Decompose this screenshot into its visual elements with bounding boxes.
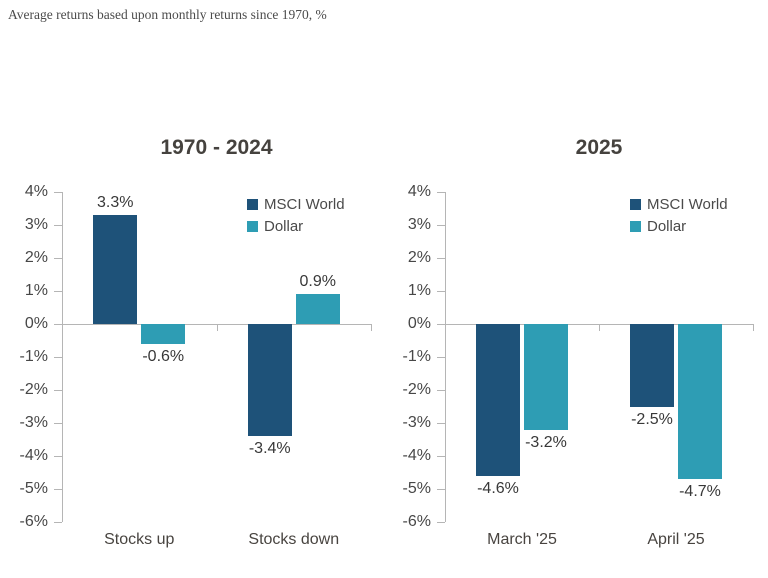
y-axis-tick <box>54 291 62 292</box>
y-axis-tick <box>54 390 62 391</box>
y-tick-label: 0% <box>24 315 48 332</box>
bar-msci-world-april-25 <box>630 324 674 407</box>
value-label-msci-world-stocks-down: -3.4% <box>248 440 291 458</box>
y-tick-label: 1% <box>407 282 431 299</box>
value-label-dollar-stocks-down: 0.9% <box>299 273 336 291</box>
y-tick-label: -4% <box>402 447 431 464</box>
legend-label-msci-world: MSCI World <box>264 196 345 213</box>
value-label-dollar-april-25: -4.7% <box>679 483 721 501</box>
y-tick-label: 2% <box>407 249 431 266</box>
y-axis-line <box>445 192 446 522</box>
y-axis-tick <box>437 423 445 424</box>
legend-label-dollar: Dollar <box>264 218 304 235</box>
value-label-dollar-stocks-up: -0.6% <box>142 347 185 365</box>
bar-dollar-stocks-up <box>141 324 186 344</box>
legend-swatch-msci-world <box>247 199 258 210</box>
legend-label-msci-world: MSCI World <box>647 196 728 213</box>
category-label-stocks-up: Stocks up <box>104 531 175 548</box>
y-axis-tick <box>54 456 62 457</box>
y-tick-label: -2% <box>19 381 48 398</box>
legend-swatch-msci-world <box>630 199 641 210</box>
y-axis-tick <box>54 522 62 523</box>
y-tick-label: 3% <box>407 216 431 233</box>
chart-title: 2025 <box>575 136 623 159</box>
value-label-msci-world-stocks-up: 3.3% <box>97 194 134 212</box>
legend-swatch-dollar <box>247 221 258 232</box>
y-axis-tick <box>54 192 62 193</box>
y-axis-tick <box>437 357 445 358</box>
y-axis-tick <box>437 291 445 292</box>
x-axis-tick <box>753 324 754 331</box>
chart-title: 1970 - 2024 <box>160 136 273 159</box>
x-axis-tick <box>371 324 372 331</box>
y-axis-tick <box>437 522 445 523</box>
chart-1970-2024: 1970 - 2024 4% 3% 2% 1% 0% -1% -2% -3% -4% -5% -6% 3… <box>19 136 372 548</box>
bar-dollar-april-25 <box>678 324 722 480</box>
y-tick-label: -5% <box>19 480 48 497</box>
y-tick-label: -1% <box>402 348 431 365</box>
bar-dollar-stocks-down <box>295 294 340 324</box>
bar-msci-world-stocks-down <box>247 324 292 437</box>
y-axis-tick <box>437 258 445 259</box>
y-axis-tick <box>437 225 445 226</box>
y-tick-label: -2% <box>402 381 431 398</box>
y-axis-tick <box>54 225 62 226</box>
y-axis-tick <box>54 423 62 424</box>
y-tick-label: -3% <box>402 414 431 431</box>
category-label-march-25: March '25 <box>487 531 557 548</box>
chart-2025: 2025 4% 3% 2% 1% 0% -1% -2% -3% -4% -5% -6% -4.6% -3.… <box>392 0 768 578</box>
bar-dollar-march-25 <box>524 324 568 430</box>
bar-msci-world-stocks-up <box>93 215 138 324</box>
x-axis-tick <box>216 324 218 331</box>
y-axis-tick <box>437 192 445 193</box>
y-axis-tick <box>437 390 445 391</box>
value-label-msci-world-march-25: -4.6% <box>477 479 519 497</box>
y-axis-tick <box>54 258 62 259</box>
y-axis-tick <box>54 489 62 490</box>
y-axis-tick <box>437 324 445 325</box>
y-axis-tick <box>437 456 445 457</box>
x-axis-tick <box>599 324 600 331</box>
y-tick-label: 4% <box>24 183 48 200</box>
y-tick-label: -6% <box>19 513 48 530</box>
y-tick-label: 3% <box>24 216 48 233</box>
category-label-stocks-down: Stocks down <box>248 531 340 548</box>
y-tick-label: 2% <box>24 249 48 266</box>
y-tick-label: 1% <box>24 282 48 299</box>
y-axis-line <box>62 192 63 522</box>
page-title: Average returns based upon monthly retur… <box>8 7 327 22</box>
y-tick-label: -6% <box>402 513 431 530</box>
value-label-msci-world-april-25: -2.5% <box>631 410 673 428</box>
y-tick-label: 4% <box>407 183 431 200</box>
bar-msci-world-march-25 <box>476 324 520 476</box>
y-tick-label: -4% <box>19 447 48 464</box>
y-axis-tick <box>54 324 62 325</box>
y-tick-label: -1% <box>19 348 48 365</box>
legend-label-dollar: Dollar <box>647 218 687 235</box>
value-label-dollar-march-25: -3.2% <box>525 433 567 451</box>
category-label-april-25: April '25 <box>647 531 705 548</box>
y-tick-label: -3% <box>19 414 48 431</box>
y-axis-tick <box>437 489 445 490</box>
y-tick-label: 0% <box>407 315 431 332</box>
y-axis-tick <box>54 357 62 358</box>
y-tick-label: -5% <box>402 480 431 497</box>
legend-swatch-dollar <box>630 221 641 232</box>
